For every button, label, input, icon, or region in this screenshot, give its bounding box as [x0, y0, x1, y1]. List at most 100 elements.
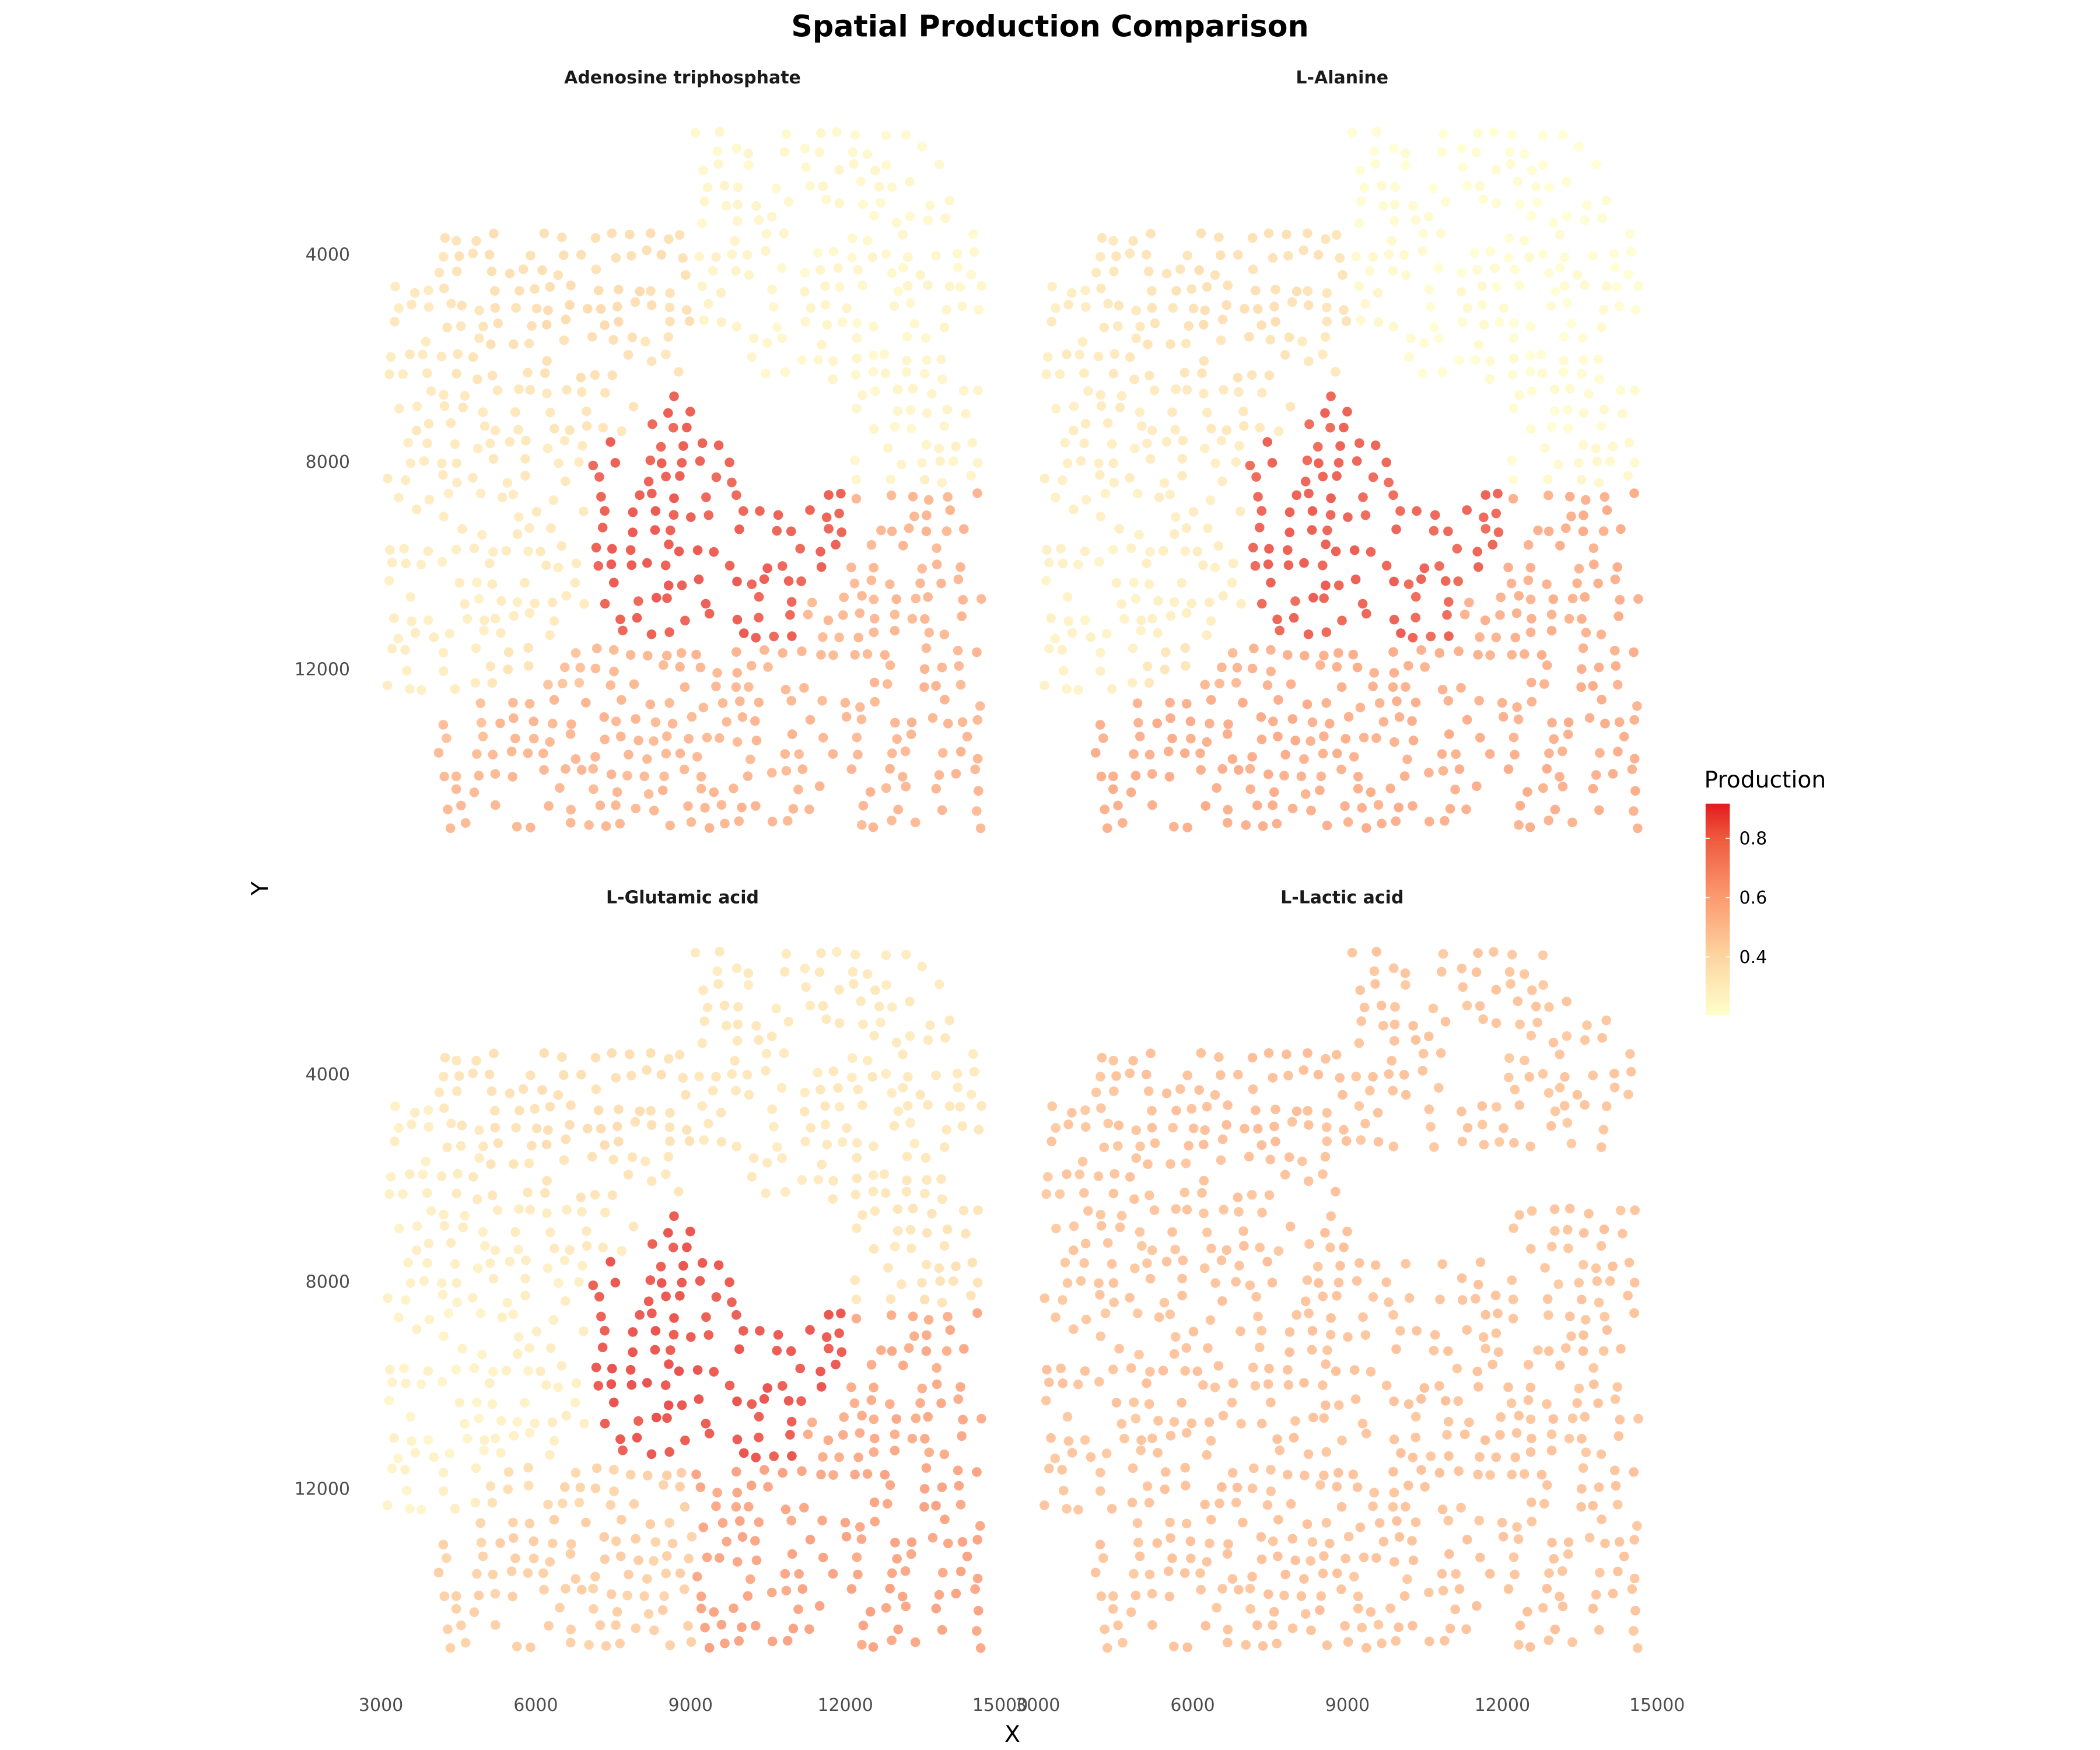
data-point [617, 426, 626, 436]
data-point [1040, 680, 1049, 691]
data-point [1623, 1290, 1633, 1301]
y-tick-label: 12000 [295, 1479, 350, 1500]
data-point [1135, 732, 1145, 741]
data-point [1285, 401, 1296, 412]
data-point [1544, 268, 1554, 278]
data-point [1507, 950, 1517, 960]
data-point [1325, 422, 1335, 433]
data-point [1508, 474, 1518, 485]
data-point [1589, 559, 1599, 569]
data-point [1626, 247, 1636, 257]
data-point [1472, 781, 1482, 792]
data-point [1538, 249, 1548, 259]
data-point [496, 1448, 506, 1458]
data-point [711, 472, 722, 482]
data-point [576, 1069, 586, 1080]
data-point [649, 1556, 659, 1566]
data-point [738, 506, 748, 516]
data-point [1206, 1514, 1216, 1525]
data-point [957, 1431, 967, 1441]
data-point [1153, 1416, 1163, 1426]
data-point [1457, 268, 1467, 278]
data-point [628, 1347, 638, 1357]
data-point [835, 282, 845, 292]
data-point [1318, 1380, 1328, 1390]
data-point [1438, 129, 1448, 139]
data-point [1458, 162, 1468, 172]
data-point [1307, 506, 1318, 516]
data-point [968, 229, 978, 239]
data-point [1399, 250, 1409, 260]
data-point [383, 1293, 393, 1303]
data-point [677, 580, 687, 590]
data-point [658, 1605, 668, 1615]
data-point [852, 403, 862, 414]
data-point [451, 544, 461, 555]
data-point [1525, 822, 1535, 832]
panel-title: L-Alanine [1296, 68, 1388, 88]
data-point [1284, 1327, 1295, 1337]
data-point [779, 228, 789, 239]
data-point [1335, 441, 1345, 451]
data-point [698, 165, 708, 176]
data-point [460, 1637, 471, 1648]
data-point [850, 650, 860, 660]
data-point [502, 1297, 513, 1308]
data-point [645, 455, 656, 466]
data-point [1040, 473, 1050, 484]
data-point [962, 732, 972, 742]
data-point [709, 1607, 719, 1617]
data-point [1079, 1258, 1089, 1268]
data-point [828, 1194, 838, 1204]
data-point [646, 300, 657, 310]
data-point [508, 1309, 519, 1320]
data-point [1560, 1072, 1570, 1082]
colorbar-tick-label: 0.8 [1740, 829, 1768, 849]
data-point [833, 263, 843, 273]
data-point [886, 1310, 897, 1320]
data-point [1373, 1137, 1384, 1147]
data-point [951, 1261, 961, 1272]
data-point [890, 1538, 900, 1548]
data-point [731, 265, 741, 276]
data-point [761, 1066, 771, 1076]
data-point [945, 1325, 956, 1335]
data-point [1507, 370, 1518, 380]
data-point [437, 1278, 447, 1288]
data-point [614, 1136, 624, 1147]
data-point [908, 384, 918, 394]
data-point [559, 1155, 569, 1166]
data-point [1232, 1482, 1242, 1493]
data-point [1319, 1413, 1329, 1423]
data-point [869, 594, 879, 604]
data-point [1492, 1102, 1502, 1112]
data-point [885, 1399, 895, 1409]
data-point [1390, 182, 1400, 192]
data-point [851, 1314, 862, 1324]
data-point [1596, 1241, 1606, 1251]
data-point [1321, 1447, 1332, 1457]
data-point [512, 529, 523, 539]
data-point [1219, 385, 1228, 395]
data-point [893, 286, 904, 296]
data-point [1199, 443, 1210, 453]
data-point [781, 129, 792, 139]
data-point [715, 127, 724, 137]
data-point [1217, 1296, 1227, 1306]
data-point [1339, 1125, 1349, 1135]
data-point [645, 1275, 656, 1285]
data-point [1609, 1069, 1619, 1079]
data-point [1630, 304, 1641, 315]
data-point [714, 1553, 724, 1563]
data-point [1598, 1125, 1609, 1135]
data-point [487, 266, 497, 276]
data-point [520, 454, 530, 464]
data-point [471, 643, 481, 653]
data-point [1596, 629, 1606, 639]
data-point [704, 299, 713, 309]
data-point [1080, 1105, 1090, 1115]
data-point [850, 1469, 860, 1480]
data-point [661, 349, 671, 359]
data-point [1181, 1518, 1192, 1529]
data-point [663, 580, 674, 590]
